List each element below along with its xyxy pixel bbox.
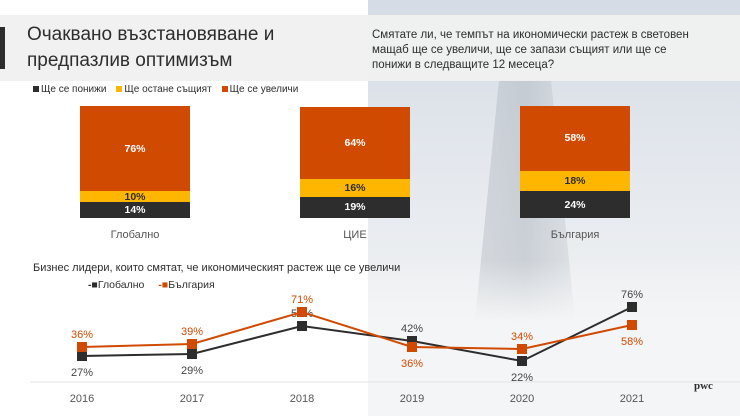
bar-segment: 24% — [520, 191, 630, 218]
line-chart-title: Бизнес лидери, които смятат, че икономич… — [33, 262, 401, 274]
legend-item: Ще се увеличи — [221, 84, 298, 95]
title-accent — [0, 27, 5, 69]
series-line — [81, 306, 633, 363]
data-label: 42% — [401, 323, 423, 335]
data-label: 27% — [71, 367, 93, 379]
data-label: 76% — [621, 289, 643, 301]
bar-segment: 14% — [80, 202, 190, 218]
clouds-image — [368, 260, 740, 416]
x-tick-label: 2020 — [510, 393, 534, 405]
survey-question: Смятате ли, че темпът на икономически ра… — [372, 29, 689, 71]
data-point — [517, 356, 527, 366]
data-point — [407, 336, 417, 346]
line-legend: -■Глобално -■България — [88, 279, 215, 291]
category-label: България — [550, 229, 600, 241]
data-point — [187, 339, 197, 349]
page-title: Очаквано възстановяване и предпазлив опт… — [27, 24, 275, 71]
x-tick-label: 2019 — [400, 393, 424, 405]
category-label: ЦИЕ — [343, 229, 367, 241]
data-label: 36% — [401, 358, 423, 370]
legend-item: -■България — [158, 279, 215, 291]
data-point — [627, 320, 637, 330]
data-point — [627, 302, 637, 312]
data-point — [517, 344, 527, 354]
x-tick-label: 2017 — [180, 393, 204, 405]
pwc-logo: pwc — [694, 380, 713, 392]
data-label: 29% — [181, 365, 203, 377]
x-tick-label: 2018 — [290, 393, 314, 405]
bar-segment: 10% — [80, 191, 190, 203]
bar-segment: 58% — [520, 106, 630, 171]
bar-segment: 19% — [300, 196, 410, 218]
data-point — [187, 349, 197, 359]
x-tick-label: 2016 — [70, 393, 94, 405]
bar-segment: 64% — [300, 107, 410, 179]
legend-item: -■Глобално — [88, 279, 145, 291]
bar-segment: 16% — [300, 178, 410, 197]
data-label: 36% — [71, 329, 93, 341]
legend-item: Ще се понижи — [33, 84, 106, 95]
bar-legend: Ще се понижи Ще остане същият Ще се увелич… — [33, 84, 298, 95]
data-point — [77, 342, 87, 352]
bar-segment: 76% — [80, 106, 190, 192]
data-label: 39% — [181, 326, 203, 338]
bar-segment: 18% — [520, 170, 630, 192]
data-point — [297, 307, 307, 317]
category-label: Глобално — [110, 229, 160, 241]
data-label: 34% — [511, 331, 533, 343]
legend-item: Ще остане същият — [116, 84, 212, 95]
header-band — [0, 15, 740, 81]
x-tick-label: 2021 — [620, 393, 644, 405]
data-point — [407, 342, 417, 352]
data-point — [297, 321, 307, 331]
data-label: 22% — [511, 372, 533, 384]
data-label: 71% — [291, 294, 313, 306]
data-point — [77, 351, 87, 361]
series-line — [81, 310, 633, 351]
data-label: 58% — [621, 336, 643, 348]
